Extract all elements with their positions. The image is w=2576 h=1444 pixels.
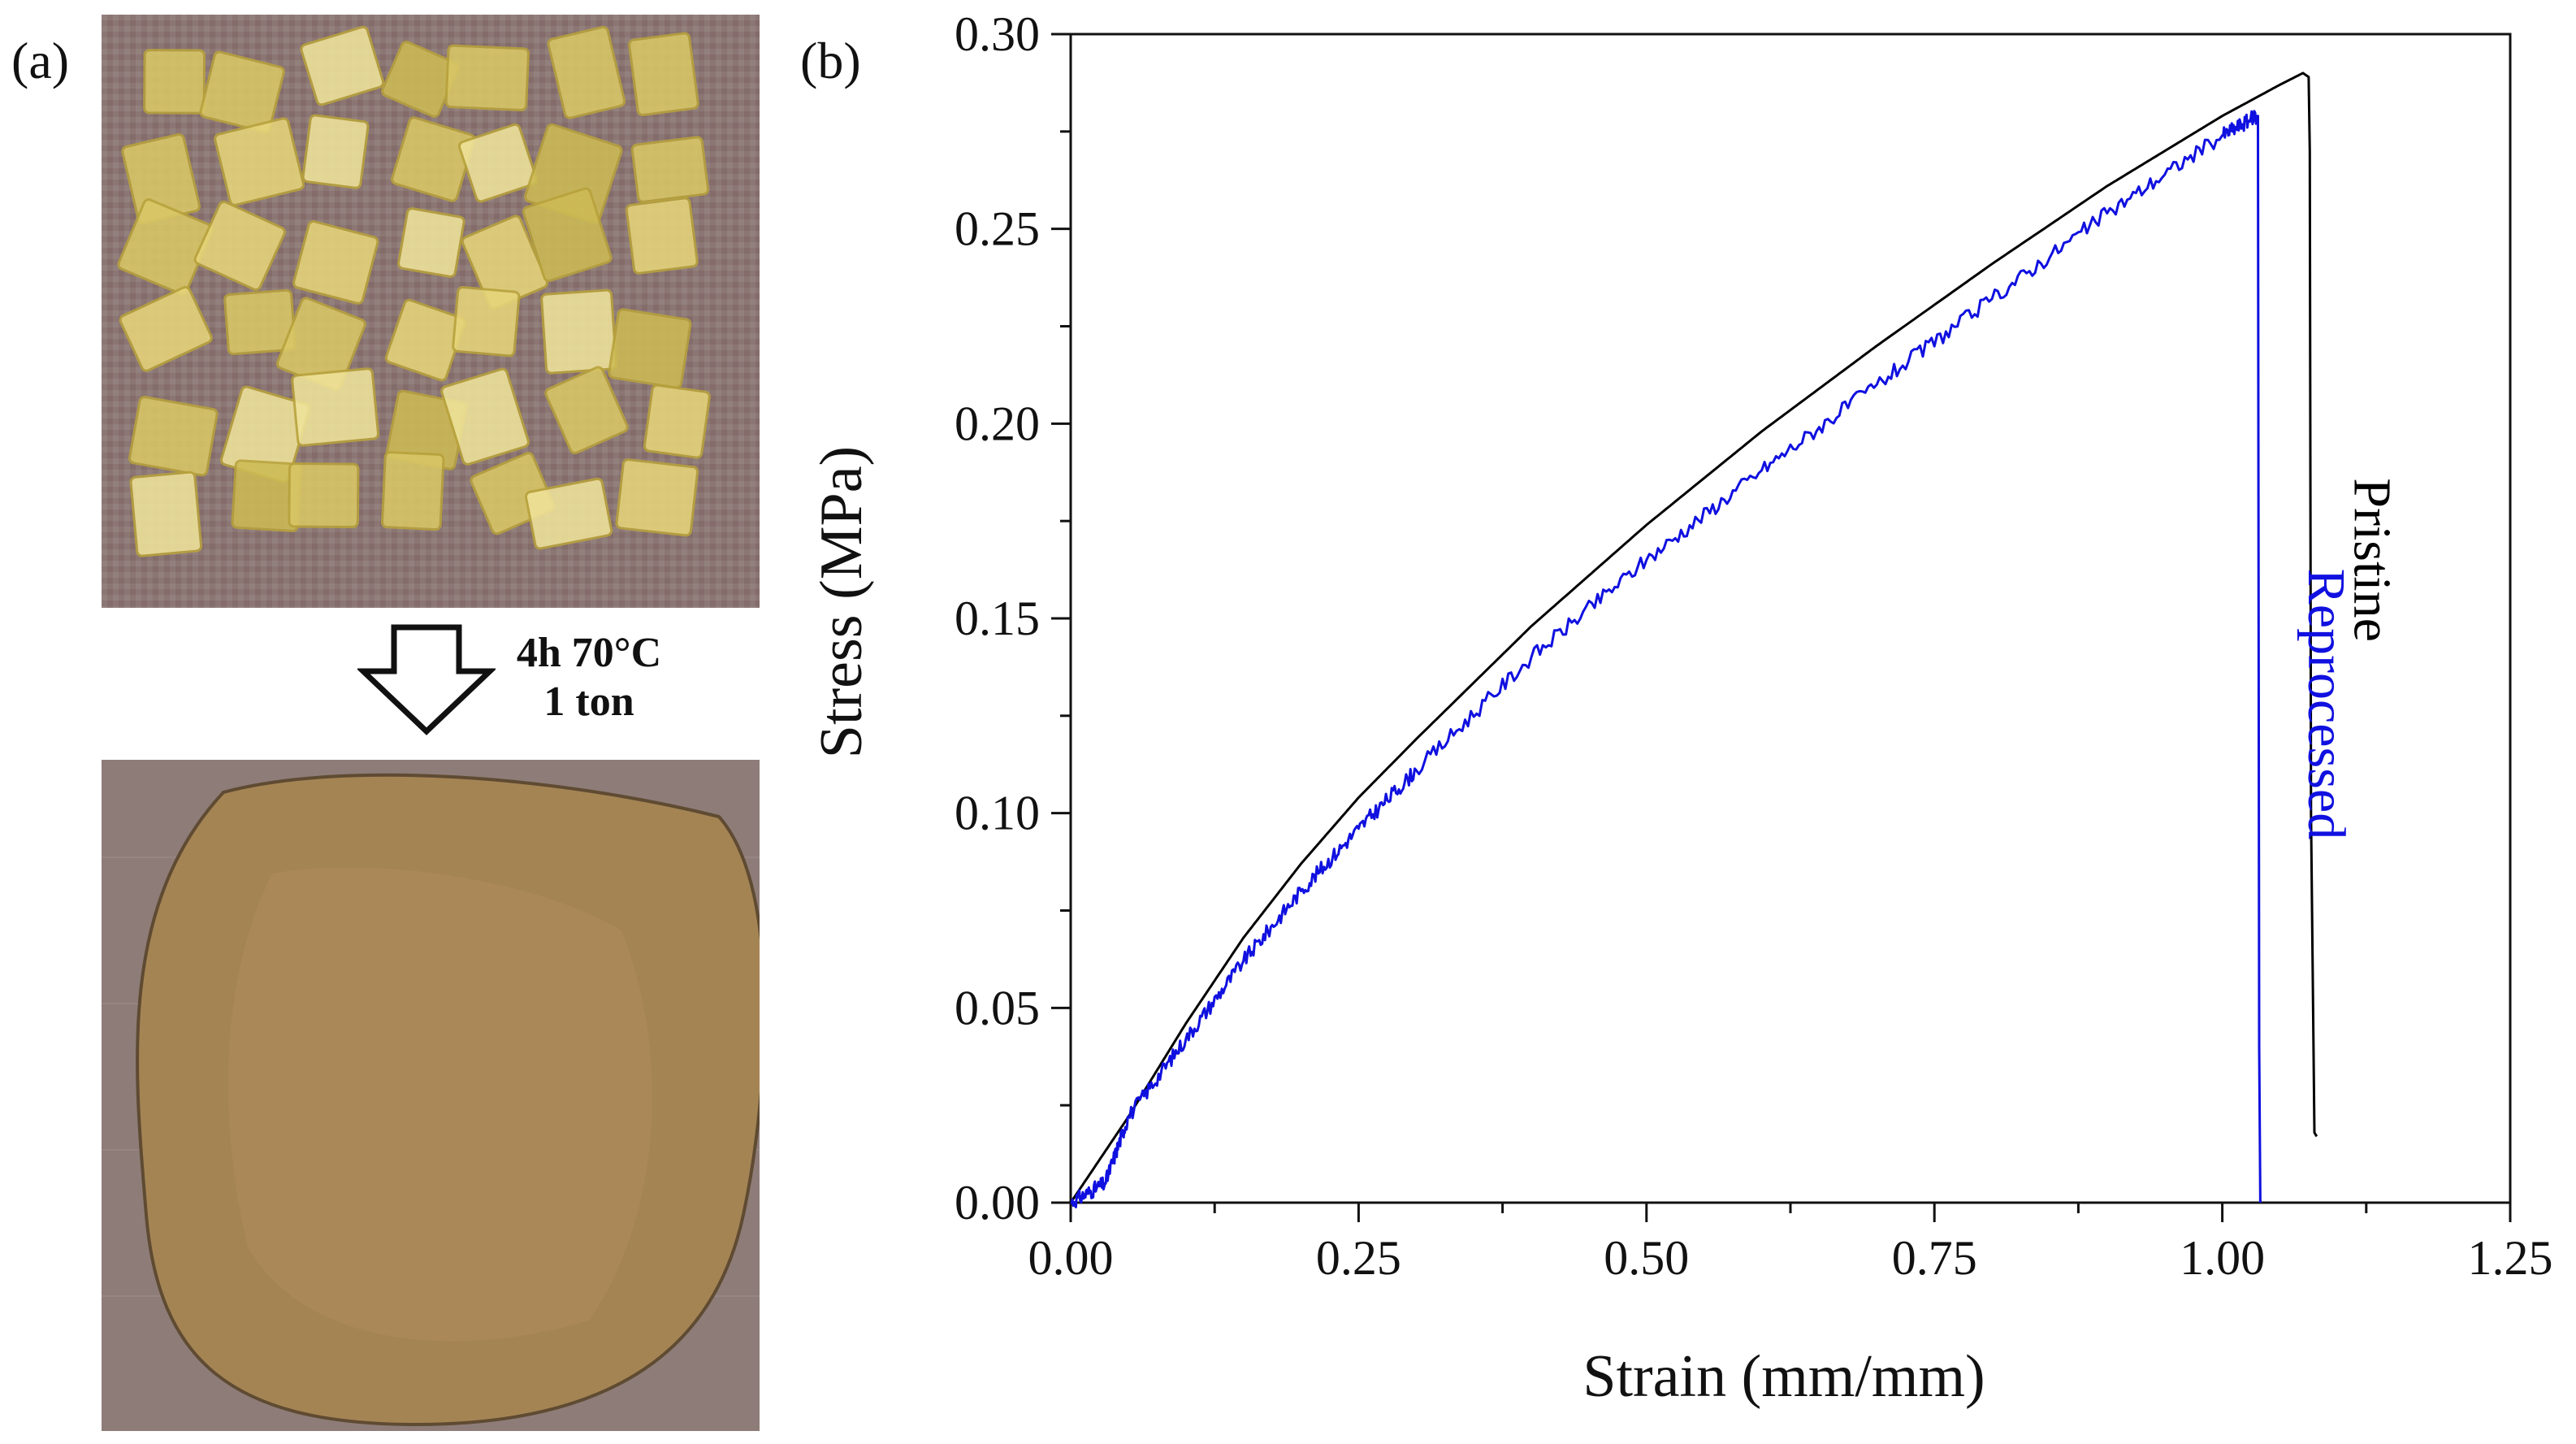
polymer-piece bbox=[214, 117, 305, 206]
polymer-pieces bbox=[117, 25, 711, 557]
axis-ticks: 0.00 0.25 0.50 0.75 1.00 1.25 0.00 0.05 0.10 0.15… bbox=[955, 7, 2553, 1285]
y-tick-label: 0.30 bbox=[955, 7, 1040, 61]
x-tick-label: 0.00 bbox=[1028, 1231, 1114, 1285]
polymer-piece bbox=[199, 50, 285, 133]
polymer-piece bbox=[608, 308, 692, 389]
polymer-piece bbox=[540, 288, 618, 375]
series-line-pristine bbox=[1069, 72, 2318, 1203]
process-conditions: 4h 70°C 1 ton bbox=[496, 629, 682, 726]
down-arrow-icon bbox=[356, 624, 497, 738]
process-pressure: 1 ton bbox=[543, 678, 634, 725]
panel-a-label: (a) bbox=[11, 32, 70, 89]
x-tick-label: 0.75 bbox=[1892, 1231, 1977, 1285]
plot-frame bbox=[1069, 33, 2512, 1204]
polymer-piece bbox=[119, 285, 213, 372]
polymer-piece bbox=[292, 219, 379, 305]
x-tick-label: 0.25 bbox=[1316, 1231, 1401, 1285]
polymer-piece bbox=[143, 49, 206, 115]
polymer-piece bbox=[288, 462, 360, 529]
polymer-piece bbox=[129, 470, 203, 557]
series-lines bbox=[1069, 72, 2318, 1208]
polymer-piece bbox=[522, 187, 613, 283]
polymer-piece bbox=[615, 458, 699, 537]
series-line-reprocessed bbox=[1070, 110, 2262, 1208]
polymer-piece bbox=[457, 123, 539, 203]
y-axis-title: Stress (MPa) bbox=[808, 446, 875, 758]
y-tick-label: 0.25 bbox=[955, 202, 1040, 256]
polymer-piece bbox=[544, 366, 629, 454]
y-tick-label: 0.00 bbox=[955, 1176, 1040, 1229]
polymer-piece bbox=[444, 44, 530, 111]
x-tick-label: 1.00 bbox=[2180, 1231, 2265, 1285]
panel-b-label: (b) bbox=[800, 32, 861, 89]
polymer-piece bbox=[630, 136, 710, 203]
polymer-piece bbox=[193, 200, 286, 291]
x-tick-label: 1.25 bbox=[2468, 1231, 2553, 1285]
polymer-piece bbox=[452, 286, 521, 358]
process-temperature-time: 4h 70°C bbox=[516, 630, 662, 676]
pressed-sheet-photo bbox=[102, 760, 760, 1431]
polymer-piece bbox=[643, 384, 711, 459]
polymer-piece bbox=[291, 367, 380, 447]
annotation-reprocessed: Reprocessed bbox=[2297, 569, 2356, 840]
pressed-sheet bbox=[136, 773, 760, 1427]
x-axis-title: Strain (mm/mm) bbox=[1582, 1343, 1985, 1410]
polymer-piece bbox=[380, 451, 445, 531]
polymer-piece bbox=[301, 114, 370, 189]
polymer-piece bbox=[300, 25, 385, 106]
plot-area-border bbox=[1069, 33, 2512, 1204]
polymer-piece bbox=[440, 367, 530, 466]
polymer-piece bbox=[628, 32, 699, 117]
cut-pieces-photo bbox=[102, 15, 760, 608]
polymer-piece bbox=[625, 197, 699, 275]
y-tick-label: 0.10 bbox=[955, 787, 1040, 840]
annotation-pristine: Pristine bbox=[2343, 478, 2402, 642]
polymer-piece bbox=[547, 25, 626, 119]
y-tick-label: 0.20 bbox=[955, 397, 1040, 450]
x-tick-label: 0.50 bbox=[1604, 1231, 1689, 1285]
polymer-piece bbox=[397, 207, 465, 278]
y-tick-label: 0.15 bbox=[955, 592, 1040, 645]
polymer-piece bbox=[128, 396, 219, 477]
polymer-piece bbox=[524, 477, 613, 550]
y-tick-label: 0.05 bbox=[955, 981, 1040, 1034]
